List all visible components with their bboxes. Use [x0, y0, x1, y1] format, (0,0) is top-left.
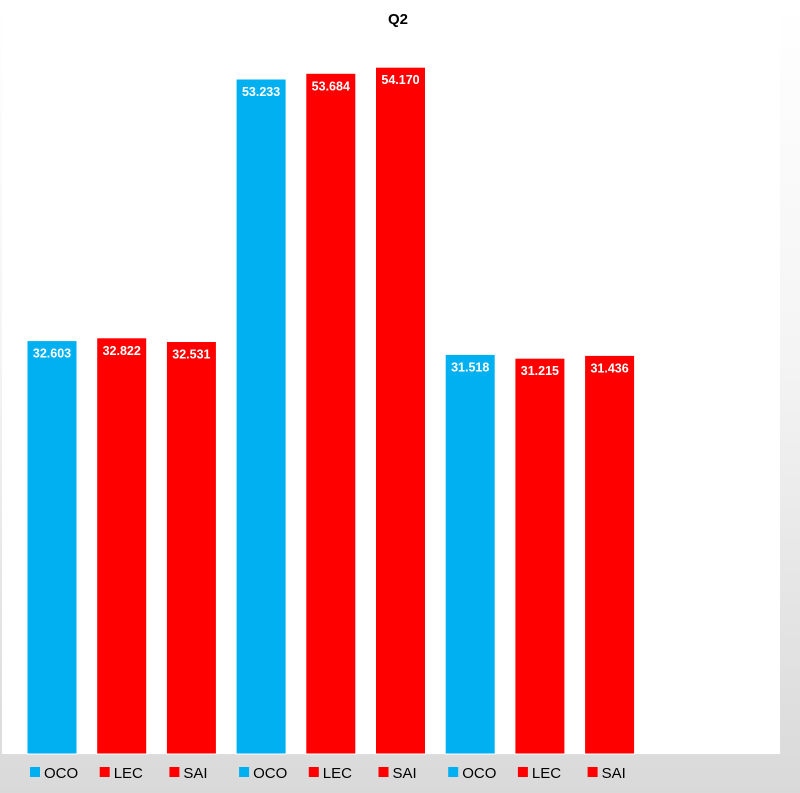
legend-label-3: SAI	[183, 765, 207, 782]
bar-lec-8	[514, 357, 566, 755]
legend-label-9: SAI	[602, 765, 626, 782]
legend-swatch-7	[448, 767, 459, 777]
data-label-4: 53.233	[242, 85, 280, 99]
bar-sai-3	[165, 341, 217, 755]
legend-swatch-3	[169, 767, 180, 777]
data-label-7: 31.518	[451, 360, 489, 374]
legend-swatch-4	[239, 767, 250, 777]
legend-swatch-2	[99, 767, 110, 777]
legend-swatch-5	[308, 767, 319, 777]
legend-label-7: OCO	[462, 765, 496, 782]
bar-sai-9	[584, 354, 636, 755]
bar-sai-6	[375, 66, 426, 755]
data-label-8: 31.215	[521, 364, 559, 378]
legend-label-6: SAI	[393, 765, 417, 782]
bars-group: 32.603 32.822 32.531 53.233 53.684 54.170 31.5…	[26, 66, 636, 755]
bar-oco-1	[26, 340, 78, 755]
legend-swatch-1	[30, 767, 40, 777]
bar-oco-7	[444, 353, 496, 755]
legend-swatch-6	[378, 767, 389, 777]
legend-label-1: OCO	[44, 765, 78, 782]
data-label-6: 54.170	[381, 73, 419, 87]
data-label-1: 32.603	[33, 347, 71, 361]
legend-label-5: LEC	[323, 765, 352, 782]
bar-lec-2	[96, 337, 148, 755]
legend-label-2: LEC	[114, 765, 143, 782]
legend: OCO LEC SAI OCO LEC SAI OCO LEC SAI	[30, 765, 626, 782]
legend-swatch-8	[517, 767, 528, 777]
chart-title: Q2	[388, 11, 408, 28]
data-label-5: 53.684	[312, 79, 350, 93]
legend-label-4: OCO	[253, 765, 287, 782]
legend-label-8: LEC	[532, 765, 561, 782]
data-label-9: 31.436	[590, 361, 628, 375]
legend-swatch-9	[587, 767, 598, 777]
bar-oco-4	[235, 78, 287, 755]
data-label-2: 32.822	[103, 344, 141, 358]
data-label-3: 32.531	[172, 348, 210, 362]
bar-lec-5	[305, 72, 357, 755]
